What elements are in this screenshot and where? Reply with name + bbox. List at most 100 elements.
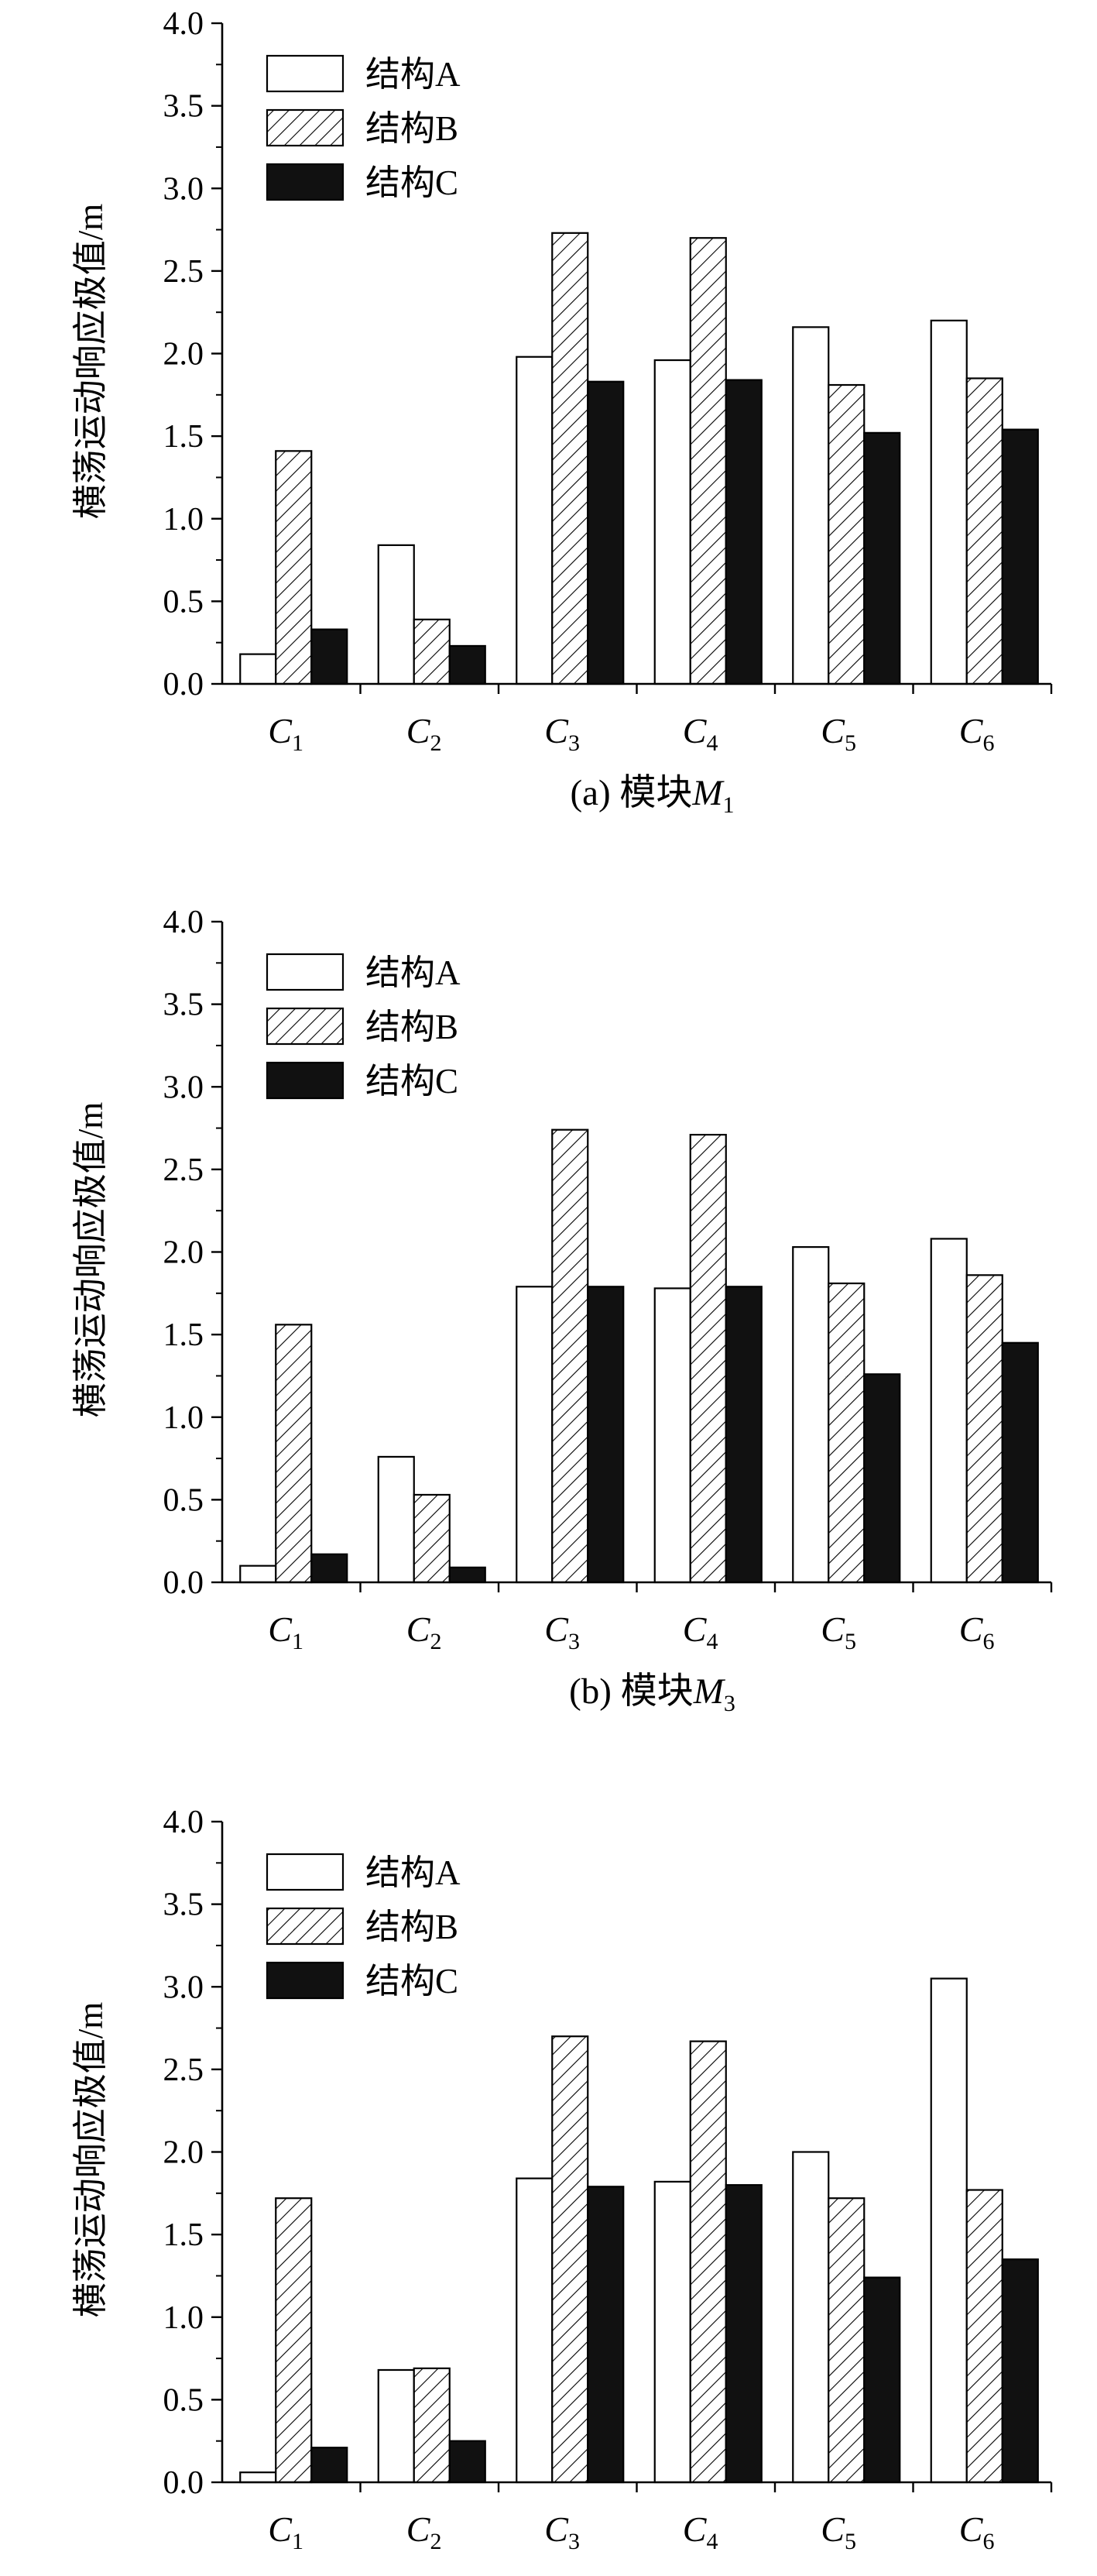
bar-a-4 [653, 1287, 691, 1584]
legend-swatch-b [266, 1907, 345, 1946]
bar-b-3 [551, 232, 589, 685]
y-tick-label: 3.0 [163, 1070, 204, 1105]
legend-label-a: 结构A [365, 1853, 461, 1892]
y-tick-label: 2.5 [163, 2052, 204, 2088]
bar-a-1 [239, 653, 277, 685]
bar-b-5 [828, 383, 866, 685]
y-axis-title: 横荡运动响应极值/m [71, 2002, 110, 2318]
y-tick-label: 0.0 [163, 2465, 204, 2501]
bar-c-3 [587, 380, 625, 685]
x-tick-label-c1: C1 [268, 1609, 303, 1654]
x-tick-label-c6: C6 [959, 2509, 995, 2554]
bar-c-1 [310, 628, 348, 685]
y-tick-label: 0.5 [163, 1482, 204, 1518]
legend-label-a: 结构A [365, 55, 461, 94]
x-tick-label-c5: C5 [821, 2509, 856, 2554]
bar-b-1 [275, 2197, 313, 2484]
legend: 结构A 结构B 结构C [266, 54, 461, 202]
bar-a-5 [792, 326, 830, 685]
legend-swatch-b [266, 1007, 345, 1046]
bar-a-6 [930, 319, 968, 685]
legend-label-c: 结构C [365, 1962, 458, 2001]
bar-a-4 [653, 359, 691, 685]
bar-a-1 [239, 2471, 277, 2484]
bar-a-3 [516, 355, 554, 685]
bar-a-2 [377, 2368, 415, 2484]
x-tick-label-c2: C2 [406, 1609, 442, 1654]
y-tick-label: 3.5 [163, 89, 204, 125]
legend-label-b: 结构B [365, 1908, 458, 1946]
legend-label-a: 结构A [365, 953, 461, 992]
bar-c-3 [587, 2186, 625, 2484]
bar-c-6 [1001, 428, 1039, 685]
bar-a-3 [516, 1286, 554, 1584]
x-tick-label-c2: C2 [406, 2509, 442, 2554]
y-tick-label: 1.0 [163, 502, 204, 538]
bar-a-1 [239, 1564, 277, 1584]
bar-a-4 [653, 2180, 691, 2484]
bar-c-5 [863, 1373, 901, 1584]
bar-b-5 [828, 2197, 866, 2484]
bar-c-2 [448, 2440, 486, 2484]
legend-swatch-b [266, 108, 345, 147]
y-tick-label: 4.0 [163, 905, 204, 940]
legend-label-b: 结构B [365, 1008, 458, 1046]
y-tick-label: 1.5 [163, 1317, 204, 1353]
x-tick-label-c3: C3 [544, 711, 580, 756]
x-tick-label-c1: C1 [268, 2509, 303, 2554]
legend: 结构A 结构B 结构C [266, 953, 461, 1101]
legend-swatch-c [266, 1961, 345, 2000]
panel-c: 0.0 0.5 1.0 1.5 2.0 2.5 3.0 3.5 4.0 C1 C2 C3 C4 C5 C6 横… [71, 1805, 1053, 2576]
bar-c-4 [725, 1286, 763, 1584]
x-tick-label-c5: C5 [821, 1609, 856, 1654]
bar-c-4 [725, 379, 763, 685]
legend-swatch-a [266, 54, 345, 93]
x-tick-label-c3: C3 [544, 1609, 580, 1654]
bar-b-2 [413, 618, 451, 685]
bar-a-5 [792, 1246, 830, 1584]
bar-b-3 [551, 2035, 589, 2484]
bar-a-2 [377, 1455, 415, 1584]
y-tick-label: 3.0 [163, 171, 204, 207]
bar-c-3 [587, 1286, 625, 1584]
y-tick-label: 3.0 [163, 1970, 204, 2005]
legend: 结构A 结构B 结构C [266, 1853, 461, 2001]
panel-b: 0.0 0.5 1.0 1.5 2.0 2.5 3.0 3.5 4.0 C1 C2 C3 C4 C5 C6 横… [71, 905, 1053, 1716]
y-tick-label: 2.5 [163, 1152, 204, 1188]
bar-c-5 [863, 2276, 901, 2484]
y-tick-label: 0.0 [163, 1565, 204, 1601]
bar-b-6 [965, 2189, 1003, 2484]
bar-c-2 [448, 1566, 486, 1584]
panel-a: 0.0 0.5 1.0 1.5 2.0 2.5 3.0 3.5 4.0 C1 C2 C3 C4 C5 C6 横… [71, 6, 1053, 818]
bar-b-4 [689, 1133, 727, 1584]
y-axis-title: 横荡运动响应极值/m [71, 204, 110, 520]
x-tick-label-c6: C6 [959, 711, 995, 756]
bar-a-6 [930, 1238, 968, 1584]
bar-c-4 [725, 2184, 763, 2484]
legend-swatch-c [266, 1061, 345, 1100]
legend-label-b: 结构B [365, 109, 458, 148]
bar-c-1 [310, 2447, 348, 2484]
bar-c-6 [1001, 2258, 1039, 2484]
y-tick-label: 0.5 [163, 2382, 204, 2418]
bar-b-2 [413, 2367, 451, 2484]
legend-swatch-a [266, 953, 345, 991]
bar-b-5 [828, 1282, 866, 1584]
bar-a-2 [377, 544, 415, 685]
bar-b-4 [689, 237, 727, 685]
y-tick-label: 4.0 [163, 1805, 204, 1840]
bar-c-6 [1001, 1341, 1039, 1584]
y-tick-label: 3.5 [163, 987, 204, 1023]
legend-swatch-c [266, 163, 345, 201]
bar-b-1 [275, 1324, 313, 1584]
legend-swatch-a [266, 1853, 345, 1891]
x-tick-label-c6: C6 [959, 1609, 995, 1654]
bar-c-2 [448, 644, 486, 685]
y-tick-label: 0.0 [163, 667, 204, 702]
legend-label-c: 结构C [365, 163, 458, 202]
bar-b-1 [275, 450, 313, 685]
bar-a-6 [930, 1977, 968, 2484]
x-tick-label-c4: C4 [683, 1609, 718, 1654]
